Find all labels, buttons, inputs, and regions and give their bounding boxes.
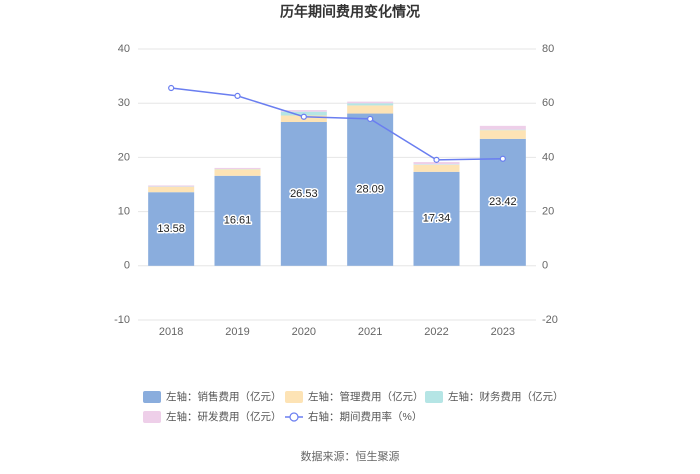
bar-segment (347, 103, 394, 106)
legend-swatch (285, 391, 303, 403)
bar-segment (148, 192, 195, 266)
line-point (168, 84, 175, 92)
bar-segment (280, 122, 327, 266)
legend-label: 左轴：财务费用（亿元） (448, 390, 564, 403)
y-tick-label: 20 (118, 151, 130, 163)
source: 数据来源：恒生聚源 (301, 449, 400, 463)
x-tick-label: 2018 (159, 326, 183, 338)
bar-segment (479, 125, 526, 130)
data-label: 28.09 (356, 184, 384, 196)
legend-label: 左轴：销售费用（亿元） (166, 390, 282, 403)
line-point (234, 92, 241, 99)
x-tick-label: 2023 (491, 326, 515, 338)
bar-segment (347, 105, 394, 114)
bar-segment (214, 175, 261, 266)
data-label: 17.34 (423, 213, 451, 225)
line-point (367, 115, 374, 123)
bar-segment (413, 164, 460, 165)
bar-segment (413, 171, 460, 266)
x-tick-label: 2022 (424, 326, 448, 338)
bar-segment (280, 111, 327, 116)
bar-segment (347, 113, 394, 266)
legend-label: 左轴：管理费用（亿元） (308, 390, 424, 403)
bar-segment (214, 169, 261, 176)
y2-tick-label: 20 (542, 206, 554, 218)
bar-segment (148, 185, 195, 187)
data-label: 23.42 (489, 196, 517, 208)
bar-segment (413, 164, 460, 172)
legend-swatch (143, 391, 161, 403)
y2-tick-label: 0 (542, 260, 548, 272)
data-label: 26.53 (290, 188, 318, 200)
y-tick-label: 0 (124, 260, 130, 272)
data-label: 16.61 (224, 215, 252, 227)
y-tick-label: 30 (118, 97, 130, 109)
x-tick-label: 2019 (225, 326, 249, 338)
line-point (300, 113, 307, 120)
data-label: 13.58 (157, 223, 185, 235)
legend-swatch (143, 411, 161, 423)
bar-segment (347, 101, 394, 104)
chart-title: 历年期间费用变化情况 (280, 4, 420, 20)
x-tick-label: 2021 (358, 326, 382, 338)
bar-segment (214, 167, 261, 169)
y2-tick-label: 40 (542, 151, 554, 163)
y-tick-label: 40 (118, 43, 130, 55)
x-tick-label: 2020 (292, 326, 316, 338)
bar-segment (479, 129, 526, 131)
line (171, 87, 503, 161)
line-point (433, 156, 440, 163)
y2-tick-label: -20 (542, 314, 558, 326)
bar-segment (479, 130, 526, 139)
bar-segment (280, 110, 327, 112)
line-point (499, 155, 506, 162)
y2-tick-label: 60 (542, 97, 554, 109)
legend-swatch (425, 391, 443, 403)
y-tick-label: -10 (114, 314, 130, 326)
y-tick-label: 10 (118, 206, 130, 218)
legend-label: 左轴：研发费用（亿元） (166, 410, 282, 423)
bar-segment (148, 186, 195, 193)
legend-label: 右轴：期间费用率（%） (308, 410, 422, 423)
bar-segment (413, 162, 460, 165)
y2-tick-label: 80 (542, 43, 554, 55)
legend-marker (289, 412, 299, 422)
